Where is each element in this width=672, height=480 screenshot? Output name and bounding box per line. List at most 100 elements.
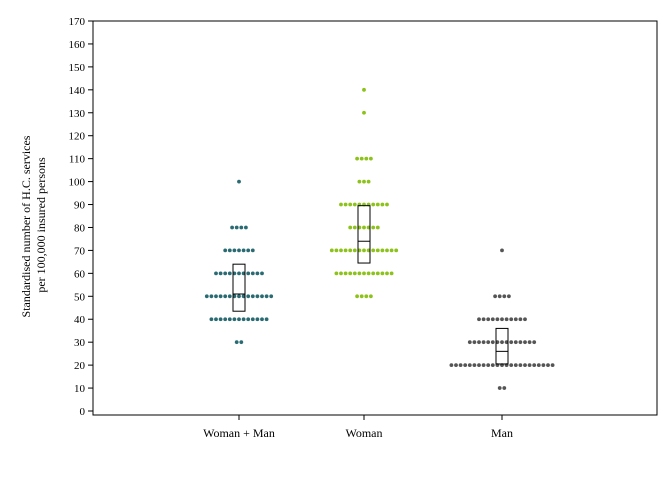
data-point [329, 248, 334, 253]
data-point [513, 363, 518, 368]
data-point [343, 271, 348, 276]
y-axis-title: Standardised number of H.C. services per… [19, 133, 48, 318]
data-point [371, 248, 376, 253]
y-tick-label: 80 [74, 222, 86, 234]
data-point [375, 271, 380, 276]
data-point [527, 363, 532, 368]
data-point [223, 317, 228, 322]
data-point [490, 363, 495, 368]
data-point [214, 317, 218, 322]
data-point [477, 317, 481, 322]
data-point [227, 248, 232, 253]
data-point [500, 317, 504, 322]
data-point [481, 363, 486, 368]
y-tick-label: 90 [74, 200, 86, 212]
data-point [385, 202, 389, 207]
data-point [550, 363, 555, 368]
data-point [355, 156, 359, 161]
data-point [227, 317, 232, 322]
data-point [497, 386, 502, 390]
data-point [513, 340, 518, 345]
data-point [495, 317, 500, 322]
data-point [237, 294, 241, 299]
data-point [237, 248, 241, 253]
data-point [246, 294, 251, 299]
plot-frame [92, 20, 658, 416]
data-point [359, 156, 364, 161]
y-tick-label: 20 [74, 360, 86, 372]
x-axis: Woman + Man Woman Man [203, 415, 513, 440]
data-point [454, 363, 458, 368]
data-point [223, 271, 228, 276]
data-point [218, 317, 223, 322]
data-point [472, 363, 477, 368]
y-tick-label: 160 [69, 39, 86, 51]
data-point [493, 294, 497, 299]
data-point [364, 156, 369, 161]
data-point [362, 87, 366, 92]
y-tick-label: 130 [69, 108, 86, 120]
data-point [509, 363, 514, 368]
data-point [490, 340, 495, 345]
data-point [255, 271, 260, 276]
series-points [329, 87, 399, 299]
x-tick-label: Man [491, 426, 513, 440]
y-tick-label: 120 [69, 131, 86, 143]
y-axis-title-line-1: Standardised number of H.C. services [19, 135, 33, 317]
data-point [518, 317, 523, 322]
data-point [244, 225, 248, 230]
data-point [264, 317, 269, 322]
x-tick-label: Woman [345, 426, 382, 440]
data-point [348, 225, 353, 230]
data-point [352, 248, 357, 253]
data-point [509, 340, 514, 345]
data-point [352, 225, 357, 230]
data-point [509, 317, 514, 322]
data-point [209, 317, 214, 322]
data-point [507, 294, 511, 299]
data-point [223, 248, 228, 253]
data-point [255, 317, 260, 322]
data-point [375, 248, 380, 253]
data-point [250, 294, 255, 299]
data-point [348, 271, 353, 276]
data-point [394, 248, 399, 253]
data-point [375, 202, 380, 207]
data-point [523, 317, 527, 322]
data-point [260, 294, 264, 299]
data-point [214, 294, 218, 299]
data-point [472, 340, 477, 345]
data-point [269, 294, 274, 299]
y-axis: 0 10 20 30 40 50 60 70 80 90 100 110 120 130 140 150 160… [69, 16, 93, 418]
data-point [218, 294, 223, 299]
data-point [234, 340, 239, 345]
data-point [204, 294, 209, 299]
data-point [264, 294, 269, 299]
data-point [380, 248, 385, 253]
data-point [486, 340, 491, 345]
data-point [536, 363, 541, 368]
data-point [357, 271, 362, 276]
data-point [237, 271, 241, 276]
y-tick-label: 30 [74, 337, 86, 349]
data-point [362, 110, 366, 115]
data-point [366, 271, 371, 276]
y-tick-label: 100 [69, 177, 86, 189]
data-point [359, 294, 364, 299]
data-point [246, 248, 251, 253]
data-point [343, 202, 348, 207]
data-point [375, 225, 380, 230]
data-point [500, 340, 504, 345]
data-point [339, 271, 343, 276]
data-point [371, 271, 376, 276]
data-point [246, 317, 251, 322]
data-point [234, 225, 239, 230]
data-point [523, 363, 527, 368]
data-point [218, 271, 223, 276]
data-point [467, 340, 472, 345]
data-point [532, 363, 537, 368]
data-point [477, 340, 481, 345]
data-point [523, 340, 527, 345]
y-axis-title-line-2: per 100,000 insured persons [34, 157, 48, 293]
data-point [260, 317, 264, 322]
